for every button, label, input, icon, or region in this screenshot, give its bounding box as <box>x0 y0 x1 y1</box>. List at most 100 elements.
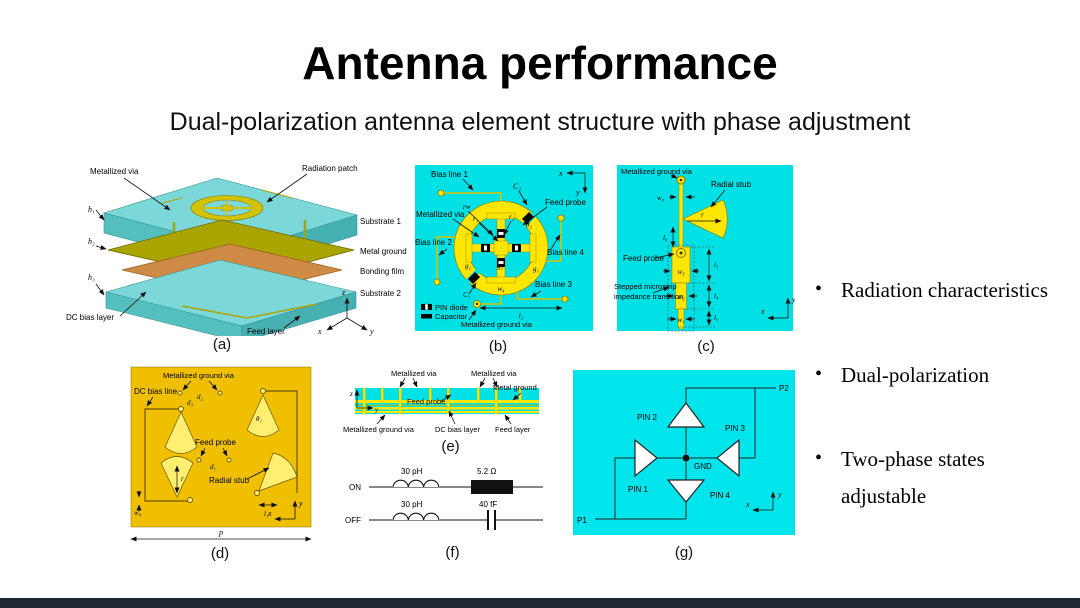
fig-a-axes: z x y <box>317 288 374 336</box>
fig-b-legend-capacitor: Capacitor <box>435 312 468 321</box>
fig-d-label-d3: d₃ <box>187 399 194 407</box>
fig-e-axis-y: y <box>374 406 379 414</box>
fig-c-label-l5: l₅ <box>714 314 719 322</box>
fig-a-label-h2: h₂ <box>88 237 95 246</box>
fig-c-label-l6: l₆ <box>663 234 668 242</box>
fig-c-label-w3: w₃ <box>677 268 685 276</box>
fig-g-axes: y x <box>745 490 782 513</box>
fig-c-axes: y x <box>760 295 795 321</box>
fig-c-label-l3: l₃ <box>714 261 719 269</box>
fig-f-label-capacitor: 40 fF <box>479 500 497 509</box>
fig-g-label-gnd: GND <box>694 462 712 471</box>
fig-a-label-substrate2: Substrate 2 <box>360 289 401 298</box>
fig-c-label-l4: l₄ <box>714 292 719 300</box>
fig-f-caption: (f) <box>445 544 460 561</box>
fig-a-axis-y: y <box>369 327 374 336</box>
bullet-dot: • <box>815 363 823 385</box>
fig-b-axis-y: y <box>575 188 580 197</box>
fig-c-label-w1: w₁ <box>677 316 684 324</box>
fig-c-label-metallized-ground-via: Metallized ground via <box>621 167 693 176</box>
fig-a-label-h1: h₁ <box>88 205 95 214</box>
fig-f-label-off: OFF <box>345 516 361 525</box>
fig-g-label-pin1: PIN 1 <box>628 485 649 494</box>
fig-c-label-feed-probe: Feed probe <box>623 254 664 263</box>
fig-b-label-g1: g₁ <box>533 265 539 273</box>
fig-b-legend: PIN diode Capacitor <box>421 303 468 321</box>
fig-a-label-substrate1: Substrate 1 <box>360 217 401 226</box>
fig-a-axis-x: x <box>317 327 322 336</box>
bullet-text: Dual-polarization <box>841 363 990 387</box>
fig-b-label-bias-line-2: Bias line 2 <box>415 238 452 247</box>
fig-e-axes: z y <box>349 389 379 414</box>
bullet-dual-polarization: • Dual-polarization <box>815 357 1073 394</box>
figure-a-exploded-stack: Metallized via Radiation patch h₁ h₂ h₃ … <box>66 164 407 336</box>
fig-d-label-theta1: θ₁ <box>256 415 262 423</box>
fig-e-label-metallized-via-1: Metallized via <box>391 369 437 378</box>
fig-e-axis-z: z <box>349 390 353 398</box>
fig-b-label-g2: g₂ <box>465 262 472 270</box>
fig-c-axis-x: x <box>760 307 765 316</box>
fig-a-label-bonding-film: Bonding film <box>360 267 404 276</box>
fig-d-label-p: p <box>218 528 223 537</box>
fig-d-label-d2: d₂ <box>197 393 204 401</box>
fig-b-label-r2: r₂ <box>509 213 515 221</box>
fig-b-label-rw: rw <box>463 203 471 211</box>
fig-g-axis-x: x <box>745 500 750 509</box>
fig-b-label-theta2: θ₂ <box>526 221 532 229</box>
fig-d-caption: (d) <box>210 545 230 562</box>
bullet-text: Radiation characteristics <box>841 278 1048 302</box>
fig-a-caption: (a) <box>212 336 232 353</box>
page-title: Antenna performance <box>302 37 778 89</box>
fig-c-label-stepped-2: impedance transition <box>614 292 683 301</box>
fig-a-label-metal-ground: Metal ground <box>360 247 407 256</box>
fig-d-axis-x: x <box>267 509 272 518</box>
fig-a-axis-z: z <box>341 288 346 297</box>
fig-d-label-l1: l₁ <box>264 510 268 518</box>
fig-e-caption: (e) <box>441 438 460 455</box>
fig-b-label-metallized-via: Metallized via <box>416 210 465 219</box>
fig-d-label-metallized-ground-via: Metallized ground via <box>163 371 235 380</box>
fig-g-diode-pin2 <box>666 402 706 428</box>
fig-b-caption: (b) <box>488 338 508 355</box>
fig-d-label-d1: d₁ <box>210 463 216 471</box>
fig-f-capacitor-gap <box>488 510 494 530</box>
fig-d-label-w4: w₄ <box>134 509 142 517</box>
fig-d-label-feed-probe: Feed probe <box>195 438 236 447</box>
fig-e-label-metal-ground: Metal ground <box>493 383 537 392</box>
footer-bar <box>0 598 1080 608</box>
fig-b-label-r1: r₁ <box>473 215 478 223</box>
figure-c-feed-detail: Metallized ground via w₄ Radial stub r l… <box>614 165 795 332</box>
fig-g-label-pin2: PIN 2 <box>637 413 658 422</box>
fig-c-axis-y: y <box>791 295 795 304</box>
fig-a-label-metallized-via: Metallized via <box>90 167 139 176</box>
fig-b-label-feed-probe: Feed probe <box>545 198 586 207</box>
fig-e-label-metallized-via-2: Metallized via <box>471 369 517 378</box>
fig-c-caption: (c) <box>697 338 715 355</box>
fig-g-gnd-node <box>682 454 690 462</box>
fig-c-label-w2: w₂ <box>677 293 685 301</box>
figure-g-pin-network: P2 P1 PIN 2 PIN 3 PIN 1 PIN 4 GND y x <box>573 370 795 535</box>
fig-g-label-p1: P1 <box>577 516 587 525</box>
fig-f-label-inductor-off: 30 pH <box>401 500 423 509</box>
fig-b-label-w4: w₄ <box>497 285 505 293</box>
fig-a-label-dc-bias-layer: DC bias layer <box>66 313 114 322</box>
fig-a-label-radiation-patch: Radiation patch <box>302 164 358 173</box>
figure-d-ground-view: Metallized ground via d₂ DC bias line d₃… <box>130 366 312 542</box>
fig-a-label-feed-layer: Feed layer <box>247 327 285 336</box>
fig-g-label-p2: P2 <box>779 384 789 393</box>
fig-b-label-metallized-ground-via: Metallized ground via <box>461 320 533 329</box>
fig-g-caption: (g) <box>674 544 694 561</box>
bullet-dot: • <box>815 447 823 469</box>
figure-e-cross-section: Metallized via Metallized via Metal grou… <box>343 369 539 434</box>
fig-c-label-radial-stub: Radial stub <box>711 180 752 189</box>
fig-e-label-metallized-ground-via: Metallized ground via <box>343 425 415 434</box>
fig-g-diode-pin4 <box>666 479 706 503</box>
fig-d-axis-y: y <box>298 499 303 508</box>
fig-d-label-dc-bias-line: DC bias line <box>134 387 178 396</box>
fig-b-label-g3: g₃ <box>497 262 504 270</box>
bullet-text: Two-phase states adjustable <box>841 447 985 508</box>
fig-e-label-feed-layer: Feed layer <box>495 425 531 434</box>
bullet-radiation-characteristics: • Radiation characteristics <box>815 272 1073 309</box>
fig-f-resistor <box>471 480 513 494</box>
